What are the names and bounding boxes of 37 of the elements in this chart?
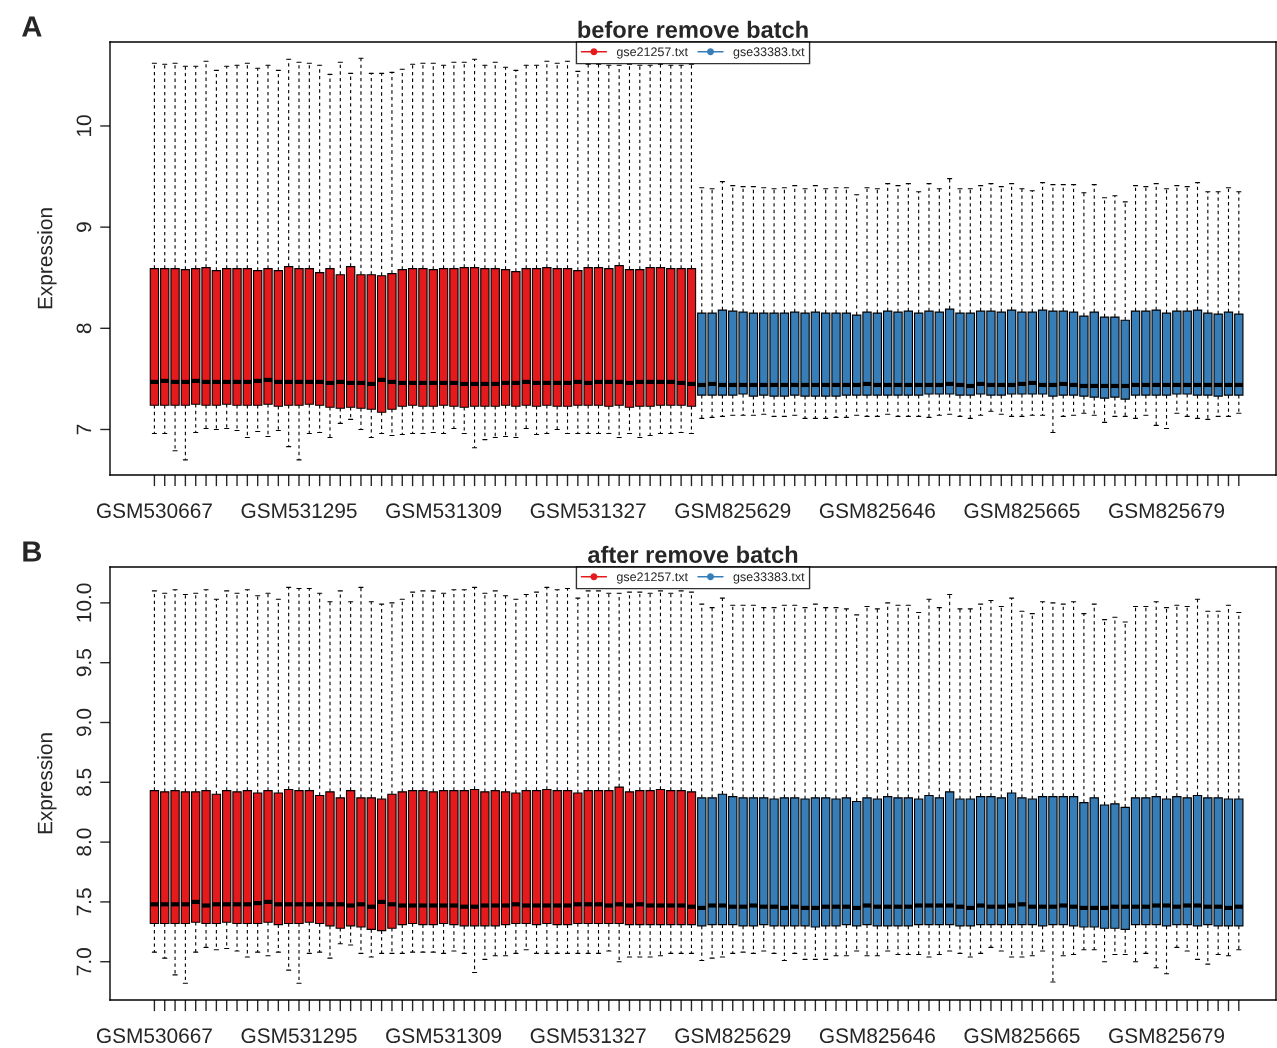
legend-label: gse21257.txt [616,572,688,584]
legend-label: gse21257.txt [616,47,688,59]
y-axis-title: Expression [37,733,57,834]
x-tick-label: GSM530667 [96,1028,212,1044]
chart-title: before remove batch [578,20,808,39]
y-axis-title: Expression [37,208,57,309]
y-tick-label: 10.0 [76,583,92,622]
y-tick-label: 10 [76,115,92,136]
y-tick-label: 9.5 [76,649,92,677]
x-tick-label: GSM531327 [530,503,646,519]
x-tick-label: GSM825646 [819,503,935,519]
x-tick-label: GSM530667 [96,503,212,519]
y-tick-label: 7.0 [76,948,92,976]
text: B [23,541,42,562]
x-tick-label: GSM825679 [1109,503,1225,519]
y-tick-label: 8.5 [76,768,92,796]
x-tick-label: GSM825629 [675,503,791,519]
x-tick-label: GSM531309 [386,503,502,519]
x-tick-label: GSM825629 [675,1028,791,1044]
y-tick-label: 7 [76,424,92,435]
x-tick-label: GSM531295 [241,503,357,519]
text: A [22,16,42,37]
y-tick-label: 8 [76,323,92,334]
chart-title: after remove batch [588,545,798,564]
x-tick-label: GSM825679 [1109,1028,1225,1044]
x-tick-label: GSM531327 [530,1028,646,1044]
x-tick-label: GSM531295 [241,1028,357,1044]
legend-label: gse33383.txt [733,47,805,59]
y-tick-label: 7.5 [76,888,92,916]
x-tick-label: GSM825646 [819,1028,935,1044]
legend-label: gse33383.txt [733,572,805,584]
y-tick-label: 9 [76,222,92,232]
x-tick-label: GSM531309 [386,1028,502,1044]
x-tick-label: GSM825665 [964,503,1080,519]
y-tick-label: 9.0 [76,708,92,736]
x-tick-label: GSM825665 [964,1028,1080,1044]
y-tick-label: 8.0 [76,828,92,856]
